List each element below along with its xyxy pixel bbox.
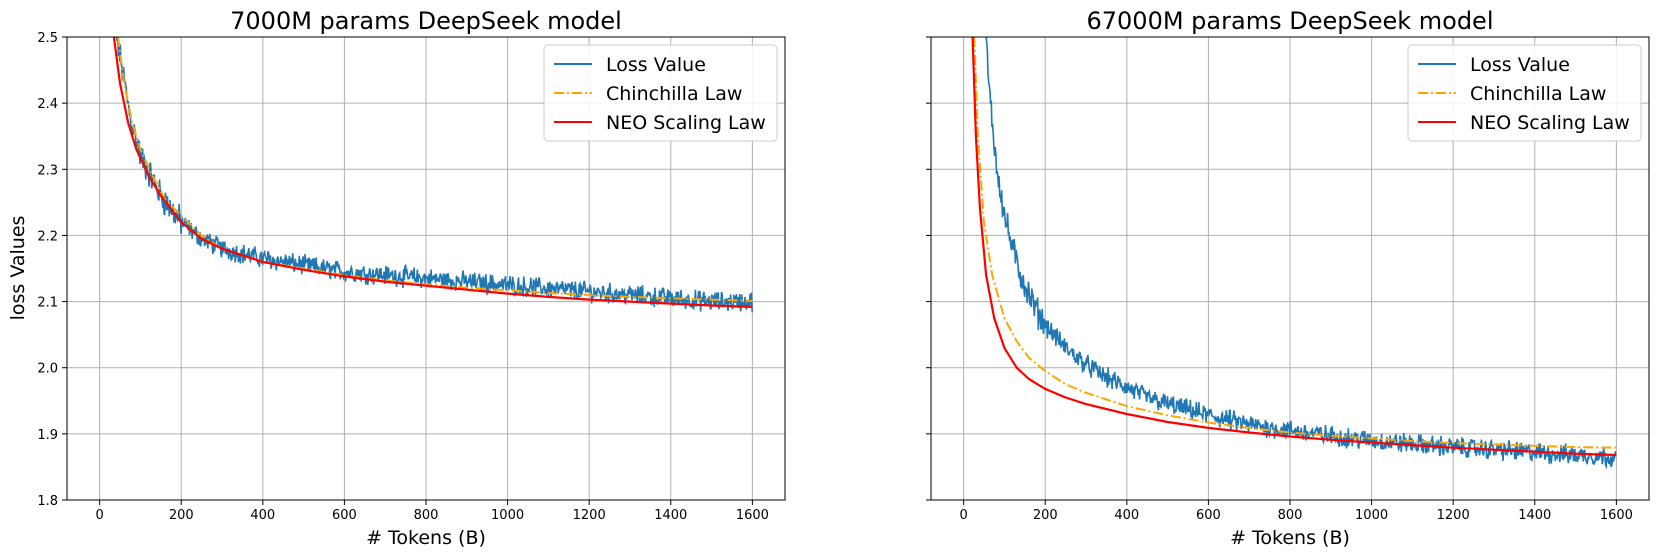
left-chinchilla-law-line <box>117 37 753 302</box>
right-ticks: 0 200 400 600 800 1000 1200 1400 1600 <box>926 36 1633 523</box>
left-x-tick-label: 1600 <box>736 508 769 523</box>
left-legend-label: Loss Value <box>606 54 706 76</box>
left-y-tick-label: 2.0 <box>37 362 58 377</box>
left-ticks: 0 200 400 600 800 1000 1200 1400 1600 1.8 1.9 2.0 2.… <box>37 31 769 523</box>
right-legend-label: Chinchilla Law <box>1470 83 1606 105</box>
right-neo-scaling-law-line <box>971 37 1617 457</box>
left-x-tick-label: 1000 <box>491 508 524 523</box>
right-x-tick-label: 1600 <box>1600 508 1633 523</box>
left-legend: Loss Value Chinchilla Law NEO Scaling Law <box>543 44 778 142</box>
left-neo-scaling-law-line <box>112 37 753 308</box>
left-chart-title: 7000M params DeepSeek model <box>230 7 622 35</box>
right-legend-label: NEO Scaling Law <box>1470 112 1630 134</box>
left-legend-label: Chinchilla Law <box>606 83 742 105</box>
left-x-tick-label: 600 <box>332 508 357 523</box>
right-x-tick-label: 0 <box>959 508 967 523</box>
left-x-tick-label: 1400 <box>654 508 687 523</box>
left-x-tick-label: 1200 <box>573 508 606 523</box>
left-y-tick-label: 2.3 <box>37 163 58 178</box>
left-x-axis-label: # Tokens (B) <box>366 527 486 549</box>
left-y-tick-label: 1.8 <box>37 494 58 509</box>
right-x-tick-label: 400 <box>1114 508 1139 523</box>
right-x-tick-label: 1400 <box>1518 508 1551 523</box>
right-series-layer <box>971 37 1617 470</box>
right-chart-title: 67000M params DeepSeek model <box>1087 7 1494 35</box>
right-chart-panel: 0 200 400 600 800 1000 1200 1400 1600 67000M par… <box>926 7 1650 549</box>
right-x-tick-label: 1000 <box>1355 508 1388 523</box>
left-y-tick-label: 2.5 <box>37 31 58 46</box>
left-chart-panel: 0 200 400 600 800 1000 1200 1400 1600 1.8 1.9 2.0 2.… <box>7 7 786 549</box>
right-legend: Loss Value Chinchilla Law NEO Scaling Law <box>1407 44 1642 142</box>
right-legend-box <box>1407 44 1642 142</box>
right-x-tick-label: 800 <box>1278 508 1303 523</box>
left-y-tick-label: 2.2 <box>37 229 58 244</box>
right-loss-value-line <box>985 37 1617 470</box>
left-x-tick-label: 800 <box>414 508 439 523</box>
left-legend-label: NEO Scaling Law <box>606 112 766 134</box>
left-x-tick-label: 400 <box>250 508 275 523</box>
left-y-tick-label: 2.4 <box>37 97 58 112</box>
right-legend-label: Loss Value <box>1470 54 1570 76</box>
right-x-tick-label: 600 <box>1196 508 1221 523</box>
left-x-tick-label: 200 <box>169 508 194 523</box>
left-legend-box <box>543 44 778 142</box>
left-x-tick-label: 0 <box>95 508 103 523</box>
right-chinchilla-law-line <box>973 37 1617 449</box>
left-y-tick-label: 2.1 <box>37 296 58 311</box>
left-series-layer <box>112 37 753 313</box>
left-y-tick-label: 1.9 <box>37 428 58 443</box>
right-x-tick-label: 1200 <box>1437 508 1470 523</box>
right-x-tick-label: 200 <box>1033 508 1058 523</box>
right-x-axis-label: # Tokens (B) <box>1230 527 1350 549</box>
left-y-axis-label: loss Values <box>7 216 29 321</box>
